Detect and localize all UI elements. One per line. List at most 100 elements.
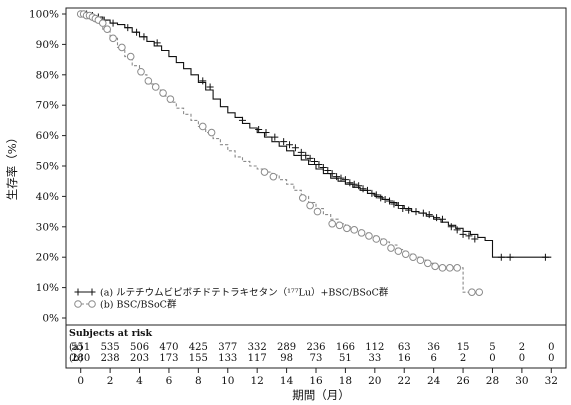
censor-mark-b	[151, 83, 160, 91]
risk-value: 98	[280, 353, 293, 364]
risk-value: 236	[306, 342, 325, 353]
censor-mark-b	[198, 122, 207, 131]
censor-mark-a	[541, 253, 549, 261]
censor-mark-a	[390, 200, 398, 208]
risk-value: 117	[248, 353, 267, 364]
risk-value: 551	[71, 342, 90, 353]
censor-mark-b	[269, 172, 278, 181]
censor-mark-a	[315, 160, 323, 168]
censor-mark-a	[405, 206, 413, 214]
censor-mark-a	[350, 180, 358, 188]
censor-mark-b	[365, 232, 373, 240]
censor-mark-a	[377, 194, 385, 202]
censor-mark-a	[372, 191, 380, 199]
censor-marks	[76, 10, 549, 296]
x-tick-label: 20	[368, 375, 381, 387]
x-tick-label: 6	[166, 375, 173, 387]
legend: (a) ルテチウムビピボチドテトラキセタン（¹⁷⁷Lu）+BSC/BSoC群(b…	[74, 287, 389, 311]
x-tick-label: 12	[250, 375, 263, 387]
risk-value: 289	[277, 342, 296, 353]
censor-mark-a	[297, 148, 305, 156]
censor-mark-b	[313, 207, 322, 216]
risk-value: 15	[457, 342, 470, 353]
risk-value: 203	[130, 353, 149, 364]
censor-mark-a	[465, 232, 473, 240]
x-tick-label: 4	[136, 375, 143, 387]
censor-mark-a	[199, 77, 207, 85]
y-tick-label: 70%	[36, 100, 59, 112]
risk-value: 377	[218, 342, 237, 353]
censor-mark-a	[291, 144, 299, 152]
legend-marker-a	[74, 288, 82, 296]
y-tick-label: 100%	[29, 9, 59, 21]
survival-curves	[80, 13, 552, 293]
censor-mark-a	[459, 230, 467, 238]
censor-mark-a	[302, 151, 310, 159]
risk-value: 51	[339, 353, 352, 364]
censor-mark-b	[260, 168, 269, 176]
censor-mark-a	[319, 164, 327, 172]
censor-mark-a	[368, 189, 376, 197]
risk-table-title: Subjects at risk	[69, 328, 153, 339]
censor-mark-a	[255, 126, 263, 134]
risk-value: 0	[489, 353, 495, 364]
censor-mark-b	[298, 194, 307, 202]
risk-value: 425	[189, 342, 208, 353]
risk-value: 470	[159, 342, 178, 353]
censor-mark-a	[206, 83, 214, 91]
censor-mark-a	[109, 19, 117, 27]
censor-mark-b	[401, 250, 410, 258]
censor-mark-a	[363, 186, 371, 194]
legend-label-a: (a) ルテチウムビピボチドテトラキセタン（¹⁷⁷Lu）+BSC/BSoC群	[100, 287, 389, 299]
y-tick-label: 50%	[36, 161, 59, 173]
censor-mark-b	[423, 259, 432, 268]
censor-mark-b	[103, 25, 111, 34]
risk-value: 0	[548, 342, 554, 353]
censor-mark-a	[133, 28, 141, 36]
risk-value: 5	[489, 342, 495, 353]
censor-mark-a	[286, 141, 294, 149]
censor-mark-a	[399, 205, 407, 213]
censor-mark-a	[355, 182, 363, 190]
censor-mark-a	[359, 185, 367, 193]
censor-mark-a	[497, 253, 505, 261]
censor-mark-b	[335, 221, 344, 230]
risk-value: 133	[218, 353, 237, 364]
x-tick-label: 8	[195, 375, 202, 387]
risk-value: 173	[159, 353, 178, 364]
censor-mark-a	[438, 215, 446, 223]
censor-mark-b	[166, 95, 175, 103]
censor-mark-a	[346, 179, 354, 187]
censor-mark-a	[238, 116, 246, 124]
risk-value: 73	[310, 353, 323, 364]
censor-mark-b	[394, 247, 403, 255]
risk-value: 36	[427, 342, 440, 353]
censor-mark-a	[506, 253, 514, 261]
censor-mark-b	[306, 201, 314, 210]
risk-value: 0	[548, 353, 554, 364]
x-axis-title: 期間（月）	[292, 388, 350, 402]
risk-value: 238	[101, 353, 120, 364]
censor-mark-a	[153, 39, 161, 47]
x-tick-label: 26	[456, 375, 470, 387]
censor-mark-a	[412, 208, 420, 216]
risk-value: 535	[101, 342, 120, 353]
x-tick-label: 22	[398, 375, 411, 387]
risk-row-label: (b)	[69, 353, 83, 364]
censor-mark-b	[372, 235, 381, 243]
x-tick-label: 18	[339, 375, 352, 387]
x-tick-label: 24	[427, 375, 441, 387]
censor-mark-a	[306, 154, 314, 162]
censor-mark-b	[453, 264, 461, 272]
risk-value: 112	[365, 342, 384, 353]
x-tick-label: 10	[221, 375, 234, 387]
risk-value: 155	[189, 353, 208, 364]
censor-mark-b	[126, 52, 135, 61]
censor-mark-b	[98, 19, 107, 27]
series-line-a	[80, 13, 552, 258]
y-tick-label: 30%	[36, 221, 59, 233]
censor-mark-a	[394, 202, 402, 210]
censor-mark-b	[416, 256, 425, 265]
censor-mark-b	[431, 262, 439, 271]
